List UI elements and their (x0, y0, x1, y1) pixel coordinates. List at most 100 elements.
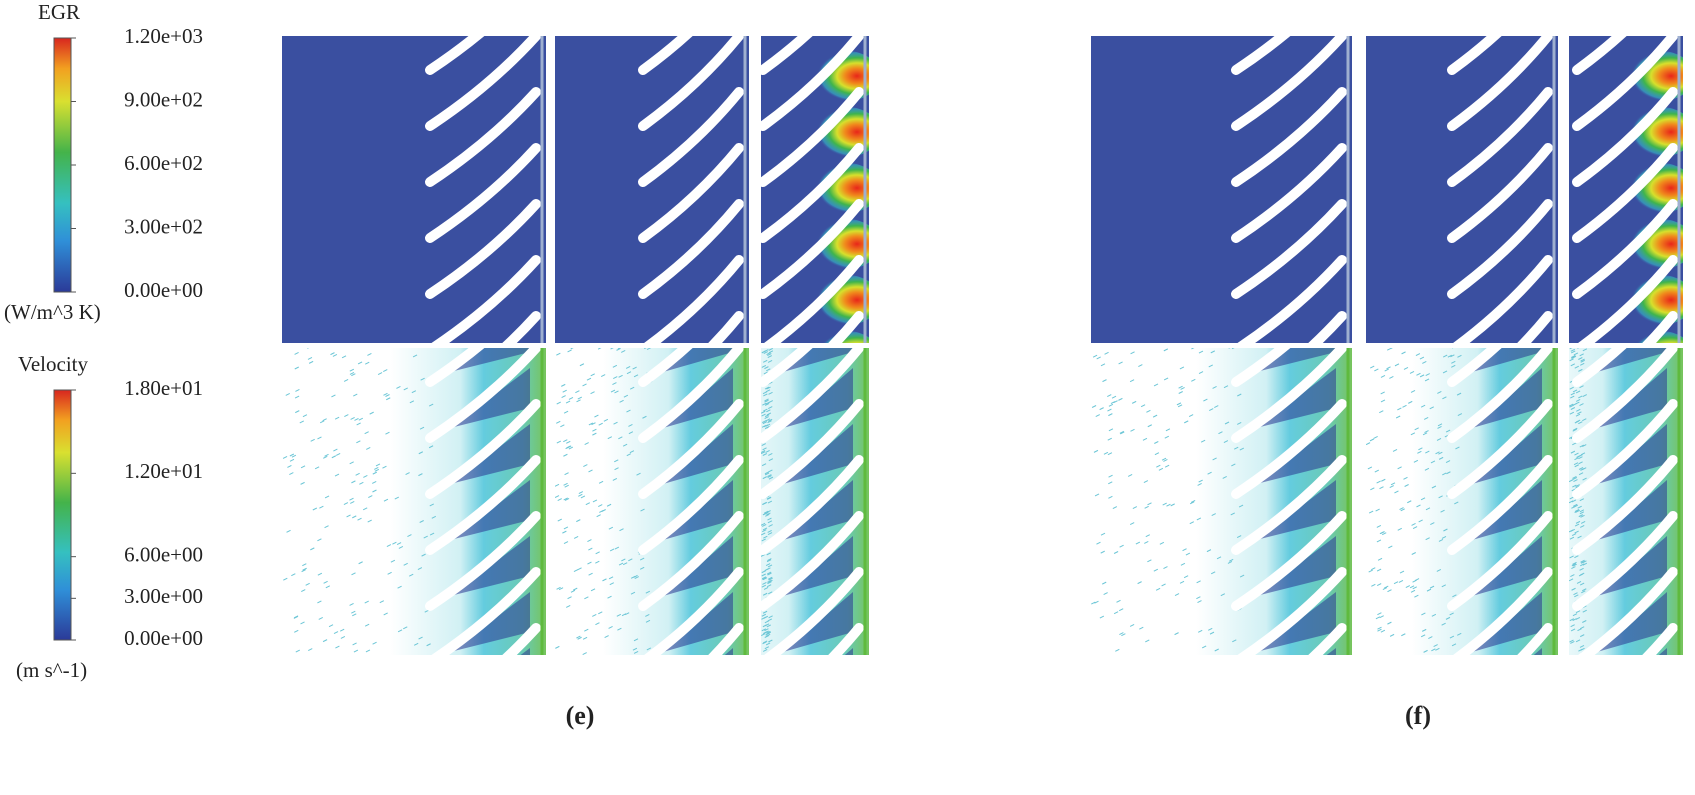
blade (828, 623, 864, 655)
vector (1145, 534, 1151, 538)
vector (1574, 452, 1579, 456)
colorbar-tick-label: 1.80e+01 (124, 376, 203, 400)
vector (340, 635, 346, 639)
blade (1231, 511, 1347, 611)
vector (1575, 639, 1581, 643)
vector (1198, 371, 1204, 374)
vector (640, 508, 645, 512)
vector (1369, 438, 1375, 442)
vector (428, 403, 434, 407)
vector (1377, 612, 1382, 616)
vector (1570, 407, 1576, 410)
vector (594, 414, 599, 418)
vector (1420, 497, 1426, 501)
vector (1091, 601, 1096, 605)
vector (766, 409, 771, 413)
legend-title: EGR (38, 0, 80, 24)
vector (761, 451, 766, 455)
vector (1210, 350, 1216, 354)
blade (1572, 455, 1678, 555)
vector (398, 545, 404, 549)
blade (1447, 36, 1553, 131)
vector (1208, 364, 1213, 368)
blade (1642, 311, 1678, 343)
vector (1198, 479, 1203, 483)
vector (1108, 481, 1113, 485)
vector (1119, 544, 1124, 548)
vector (403, 387, 408, 391)
vector (563, 541, 569, 544)
blade (761, 511, 864, 611)
vector (618, 374, 623, 378)
vector (1442, 472, 1447, 476)
vector (1161, 457, 1167, 461)
vector (768, 577, 773, 581)
vector (768, 639, 773, 643)
vector (619, 399, 624, 403)
vector (372, 471, 377, 475)
blade (431, 567, 541, 655)
vector (1418, 519, 1423, 523)
vector (351, 572, 356, 576)
vector (1414, 427, 1419, 431)
vector (408, 573, 414, 577)
vector (558, 587, 564, 591)
vector (317, 600, 322, 604)
blade (638, 36, 744, 131)
vector (1425, 450, 1430, 454)
vector (1571, 563, 1577, 566)
vector (1577, 505, 1582, 509)
vector (633, 638, 639, 642)
vector (616, 613, 622, 617)
vector (1174, 593, 1180, 596)
vector (592, 432, 597, 436)
vector (1094, 493, 1100, 497)
vector (555, 483, 560, 487)
vector (764, 366, 769, 370)
vector (761, 633, 766, 636)
vector (762, 476, 768, 480)
vector (1437, 423, 1443, 427)
vector (575, 390, 580, 394)
vector (295, 410, 300, 414)
vector (1572, 618, 1577, 621)
vector (1103, 451, 1109, 455)
vector (1214, 648, 1219, 652)
vector (331, 394, 336, 398)
vector (567, 596, 572, 600)
vector (761, 420, 767, 424)
vector (573, 535, 579, 539)
vector (587, 561, 592, 565)
vector (1196, 517, 1202, 521)
vector (1377, 626, 1382, 630)
vector (1196, 580, 1201, 584)
blade (638, 199, 744, 299)
blade (1572, 199, 1678, 299)
vector (1571, 355, 1576, 358)
vector (307, 348, 310, 349)
vector (1231, 463, 1236, 467)
vector (767, 355, 773, 359)
blade (1231, 348, 1291, 387)
vector (1416, 372, 1421, 376)
vector (1103, 592, 1108, 596)
blade (763, 684, 859, 774)
vector (1197, 483, 1202, 486)
vector (633, 374, 639, 378)
colorbar-tick-label: 0.00e+00 (124, 278, 203, 302)
vector (1449, 612, 1454, 616)
vector (1188, 414, 1194, 418)
vector (318, 616, 323, 620)
vector (1100, 550, 1105, 554)
blade (1447, 348, 1553, 443)
wake (1597, 348, 1667, 372)
vector (1582, 394, 1587, 397)
vector (588, 422, 594, 426)
vector (1582, 620, 1587, 623)
vector (767, 532, 773, 536)
vector (1367, 466, 1373, 470)
vector (1569, 479, 1574, 483)
vector (607, 436, 613, 440)
vector (354, 418, 359, 421)
vector (1113, 611, 1119, 615)
